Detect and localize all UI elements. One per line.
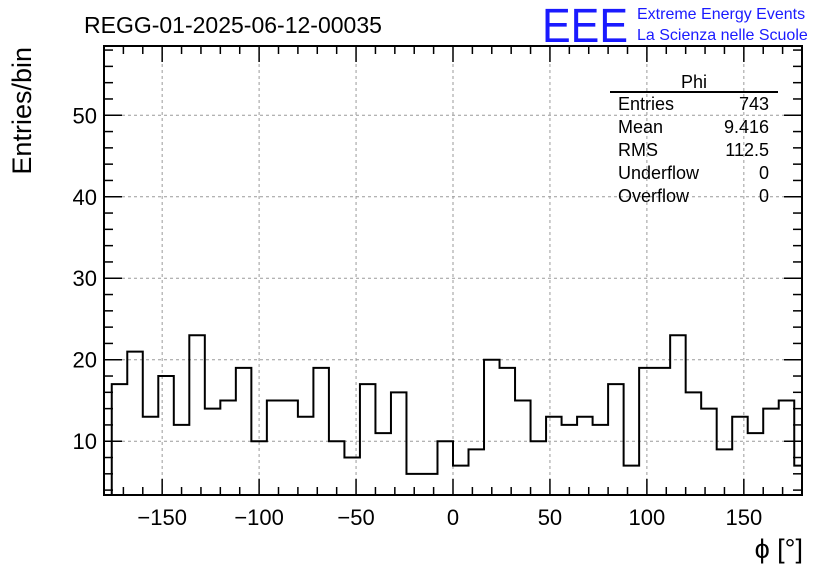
histogram-bin <box>298 417 314 495</box>
logo-text: EEE <box>542 0 628 53</box>
histogram-bin <box>143 417 159 495</box>
histogram-outline <box>110 334 803 495</box>
histogram-bin <box>205 409 221 495</box>
stats-value: 9.416 <box>724 117 769 137</box>
y-tick-label: 20 <box>73 348 97 373</box>
histogram-bin <box>391 392 407 495</box>
histogram-bin <box>655 368 671 495</box>
histogram-bin <box>469 449 485 495</box>
eee-logo: EEE Extreme Energy Events La Scienza nel… <box>542 0 808 53</box>
histogram-bin <box>189 335 205 495</box>
histogram-bin <box>577 417 593 495</box>
stats-label: Entries <box>618 94 674 114</box>
histogram-bin <box>624 466 640 495</box>
stats-value: 0 <box>759 163 769 183</box>
histogram-bin <box>422 474 438 495</box>
stats-title: Phi <box>681 72 707 92</box>
stats-rows: Entries 743 Mean 9.416 RMS 112.5 Underflow 0 Ove… <box>618 94 769 206</box>
histogram-bin <box>220 400 236 495</box>
stats-label: Overflow <box>618 186 690 206</box>
histogram-bin <box>546 417 562 495</box>
chart-title: REGG-01-2025-06-12-00035 <box>84 12 382 38</box>
histogram-bin <box>732 417 748 495</box>
histogram-bin <box>267 400 283 495</box>
x-tick-label: 50 <box>538 505 562 530</box>
histogram-bin <box>500 368 516 495</box>
stats-value: 743 <box>739 94 769 114</box>
stats-box: Phi Entries 743 Mean 9.416 RMS 112.5 Underflow… <box>610 72 778 206</box>
y-tick-label: 50 <box>73 103 97 128</box>
histogram-bin <box>375 433 391 495</box>
x-tick-label: −50 <box>337 505 374 530</box>
histogram-bin <box>174 425 190 495</box>
histogram-bin <box>437 441 453 495</box>
histogram-bin <box>686 392 702 495</box>
histogram-bin <box>127 352 143 495</box>
histogram-bin <box>748 433 764 495</box>
histogram-bin <box>236 368 252 495</box>
x-tick-labels: −150 −100 −50 0 50 100 150 <box>137 505 762 530</box>
x-tick-label: −150 <box>137 505 187 530</box>
histogram-bin <box>779 400 795 495</box>
logo-line1: Extreme Energy Events <box>637 6 805 23</box>
histogram-bin <box>608 384 624 495</box>
x-axis-title: ϕ [°] <box>755 534 803 564</box>
histogram-bin <box>158 376 174 495</box>
histogram-bin <box>453 466 469 495</box>
x-tick-label: −100 <box>234 505 284 530</box>
histogram-bin <box>282 400 298 495</box>
stats-value: 112.5 <box>725 140 769 160</box>
histogram-bin <box>344 458 360 495</box>
y-axis-title: Entries/bin <box>7 47 37 175</box>
histogram-bin <box>360 384 376 495</box>
x-tick-label: 0 <box>447 505 459 530</box>
histogram-bin <box>313 368 329 495</box>
y-tick-label: 10 <box>73 429 97 454</box>
x-tick-label: 150 <box>725 505 762 530</box>
histogram-bin <box>112 384 128 495</box>
y-tick-label: 30 <box>73 266 97 291</box>
histogram-bin <box>562 425 578 495</box>
histogram-bin <box>515 400 531 495</box>
axis-ticks <box>104 46 803 495</box>
histogram-bin <box>639 368 655 495</box>
stats-label: RMS <box>618 140 658 160</box>
histogram-bin <box>593 425 609 495</box>
histogram-bin <box>701 409 717 495</box>
histogram-bin <box>531 441 547 495</box>
stats-label: Underflow <box>618 163 700 183</box>
histogram-bin <box>763 409 779 495</box>
histogram-bin <box>484 360 500 495</box>
stats-label: Mean <box>618 117 663 137</box>
y-tick-label: 40 <box>73 185 97 210</box>
y-tick-labels: 10 20 30 40 50 <box>73 103 97 454</box>
x-tick-label: 100 <box>629 505 666 530</box>
logo-line2: La Scienza nelle Scuole <box>637 27 808 44</box>
histogram-bin <box>329 441 345 495</box>
histogram-bin <box>670 335 686 495</box>
stats-value: 0 <box>759 186 769 206</box>
